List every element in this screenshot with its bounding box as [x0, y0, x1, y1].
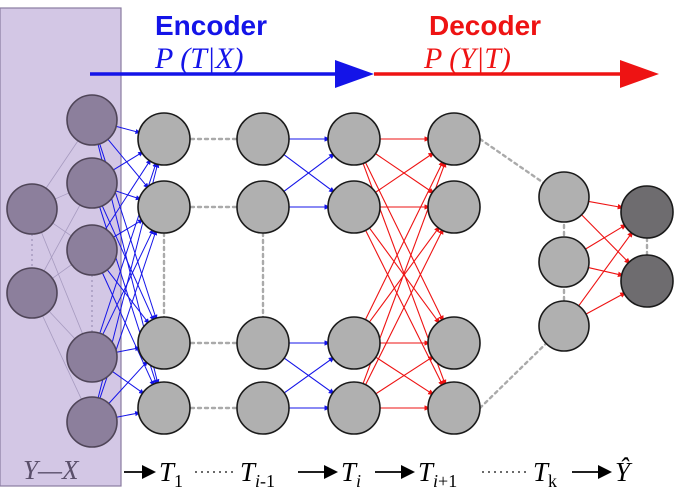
svg-text:Encoder: Encoder: [155, 10, 267, 41]
svg-text:Tk: Tk: [533, 457, 557, 491]
svg-text:Ti: Ti: [341, 457, 361, 491]
svg-text:Decoder: Decoder: [429, 10, 541, 41]
svg-text:Y—X: Y—X: [23, 455, 80, 485]
svg-text:P (T|X): P (T|X): [154, 42, 244, 75]
svg-text:P (Y|T): P (Y|T): [423, 42, 511, 75]
svg-text:Ti+1: Ti+1: [418, 457, 457, 491]
svg-text:Ti-1: Ti-1: [240, 457, 275, 491]
svg-text:T1: T1: [159, 457, 183, 491]
svg-text:Ŷ: Ŷ: [615, 457, 633, 487]
